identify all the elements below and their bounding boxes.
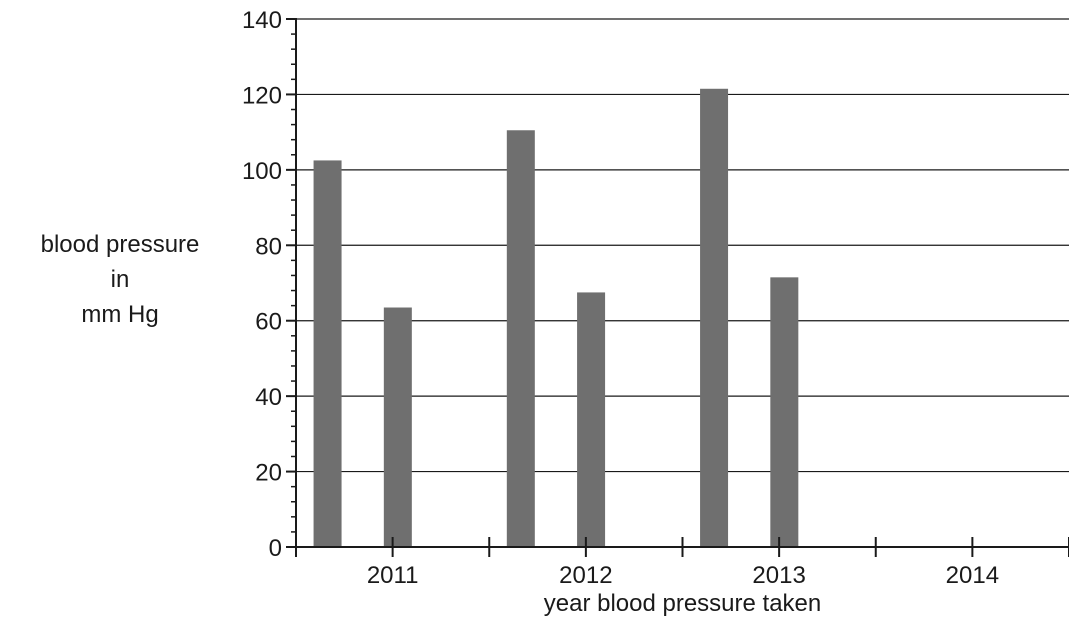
y-tick-label-120: 120 [242,82,282,109]
bar-2012-1 [506,130,535,547]
y-tick-label-140: 140 [242,7,282,34]
gridlines [296,18,1069,473]
y-axis-label-line-3: mm Hg [81,301,159,328]
x-tick-label-2013: 2013 [752,562,805,589]
y-tick-label-20: 20 [255,460,282,487]
y-tick-label-80: 80 [255,233,282,260]
x-axis-label: year blood pressure taken [543,590,822,617]
x-tick-label-2014: 2014 [946,562,999,589]
bars [313,88,799,548]
bar-2012-2 [577,292,606,547]
x-tick-label-2011: 2011 [367,562,419,589]
bar-2011-2 [383,307,412,547]
x-ticks: 2011 2012 2013 2014 [295,537,1069,589]
axes [295,18,1069,548]
y-axis-label-line-1: blood pressure [40,231,200,258]
y-tick-label-60: 60 [255,309,282,336]
y-tick-label-100: 100 [242,158,282,185]
y-tick-label-0: 0 [269,535,282,562]
x-tick-label-2012: 2012 [559,562,612,589]
bar-2013-1 [700,88,729,548]
y-ticks: 0 20 40 60 80 100 120 140 [242,7,296,562]
y-tick-label-40: 40 [255,384,282,411]
bar-2013-2 [770,277,799,547]
y-axis-label-line-2: in [110,266,130,293]
bar-2011-1 [313,160,342,547]
